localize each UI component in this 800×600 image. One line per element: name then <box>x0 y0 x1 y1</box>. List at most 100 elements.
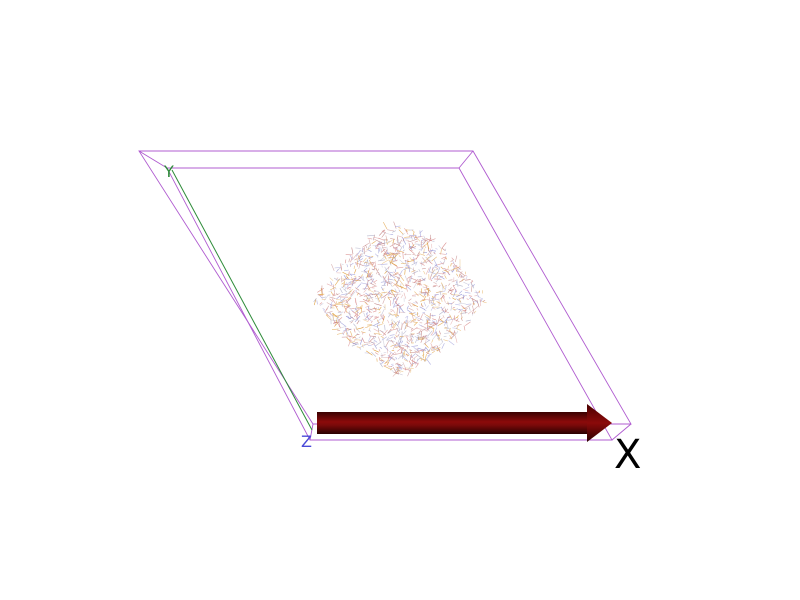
bond-segment <box>389 367 393 371</box>
bond-segment <box>418 324 423 327</box>
bond-segment <box>398 328 401 332</box>
bond-segment <box>400 291 403 293</box>
unit-cell-edge <box>138 150 168 169</box>
bond-segment <box>379 255 387 261</box>
bond-segment <box>383 345 388 347</box>
bond-segment <box>414 235 417 239</box>
bond-segment <box>359 347 362 350</box>
bond-segment <box>343 305 351 308</box>
bond-segment <box>365 250 368 252</box>
bond-segment <box>383 255 387 260</box>
bond-segment <box>407 319 412 323</box>
bond-segment <box>397 239 403 247</box>
bond-segment <box>371 343 376 345</box>
bond-segment <box>391 320 393 324</box>
bond-segment <box>394 315 397 318</box>
bond-segment <box>332 293 334 296</box>
bond-segment <box>364 255 373 258</box>
bond-segment <box>456 279 459 287</box>
bond-segment <box>476 300 480 308</box>
bond-segment <box>355 247 361 249</box>
bond-segment <box>450 259 454 262</box>
bond-segment <box>436 262 445 266</box>
bond-segment <box>372 237 375 240</box>
bond-segment <box>345 275 349 279</box>
bond-segment <box>348 312 352 318</box>
bond-segment <box>471 285 473 292</box>
bond-segment <box>421 268 426 270</box>
bond-segment <box>367 259 369 265</box>
bond-segment <box>455 303 461 306</box>
bond-segment <box>423 309 427 311</box>
bond-segment <box>377 307 379 310</box>
bond-segment <box>369 327 371 331</box>
bond-segment <box>441 247 446 251</box>
bond-segment <box>396 366 401 373</box>
bond-segment <box>371 341 375 343</box>
bond-segment <box>451 266 459 271</box>
bond-segment <box>373 279 378 283</box>
bond-segment <box>321 296 326 299</box>
bond-segment <box>405 349 410 356</box>
bond-segment <box>398 270 403 277</box>
bond-segment <box>449 330 453 334</box>
bond-segment <box>406 341 410 345</box>
bond-segment <box>432 318 437 321</box>
bond-segment <box>390 328 399 331</box>
bond-segment <box>348 281 352 286</box>
bond-segment <box>448 297 451 299</box>
bond-segment <box>318 293 325 296</box>
bond-segment <box>447 302 453 304</box>
bond-segment <box>434 264 439 268</box>
bond-segment <box>436 345 441 353</box>
bond-segment <box>441 295 444 299</box>
bond-segment <box>398 255 401 258</box>
bond-segment <box>334 287 337 290</box>
bond-segment <box>453 330 456 334</box>
bond-segment <box>421 277 426 282</box>
bond-segment <box>413 358 415 361</box>
bond-segment <box>405 252 407 256</box>
bond-segment <box>360 343 368 348</box>
bond-segment <box>354 342 359 345</box>
bond-segment <box>450 317 455 325</box>
bond-segment <box>445 269 447 272</box>
bond-segment <box>408 276 411 283</box>
unit-cell-back-face <box>138 150 632 425</box>
bond-segment <box>386 347 388 354</box>
bond-segment <box>460 274 467 279</box>
bond-segment <box>463 307 468 313</box>
bond-segment <box>332 302 340 307</box>
bond-segment <box>392 303 400 308</box>
bond-segment <box>368 257 371 260</box>
bond-segment <box>373 332 382 335</box>
bond-segment <box>357 253 362 260</box>
bond-segment <box>397 321 400 323</box>
bond-segment <box>356 292 359 296</box>
bond-segment <box>350 290 355 296</box>
bond-segment <box>405 229 408 233</box>
bond-segment <box>344 303 350 307</box>
bond-segment <box>424 321 430 325</box>
bond-segment <box>340 293 348 296</box>
bond-segment <box>404 343 410 348</box>
bond-segment <box>367 275 371 278</box>
bond-segment <box>417 315 420 318</box>
bond-segment <box>393 351 397 355</box>
bond-segment <box>441 297 443 302</box>
bond-segment <box>355 327 361 333</box>
bond-segment <box>326 283 334 287</box>
bond-segment <box>369 307 378 310</box>
bond-segment <box>373 328 380 332</box>
bond-segment <box>331 298 336 304</box>
bond-segment <box>379 362 383 368</box>
bond-segment <box>472 306 478 312</box>
bond-segment <box>358 275 365 282</box>
bond-segment <box>409 267 416 272</box>
bond-segment <box>350 309 355 313</box>
bond-segment <box>387 340 395 342</box>
protein-wireframe[interactable] <box>313 221 487 377</box>
bond-segment <box>388 252 395 259</box>
